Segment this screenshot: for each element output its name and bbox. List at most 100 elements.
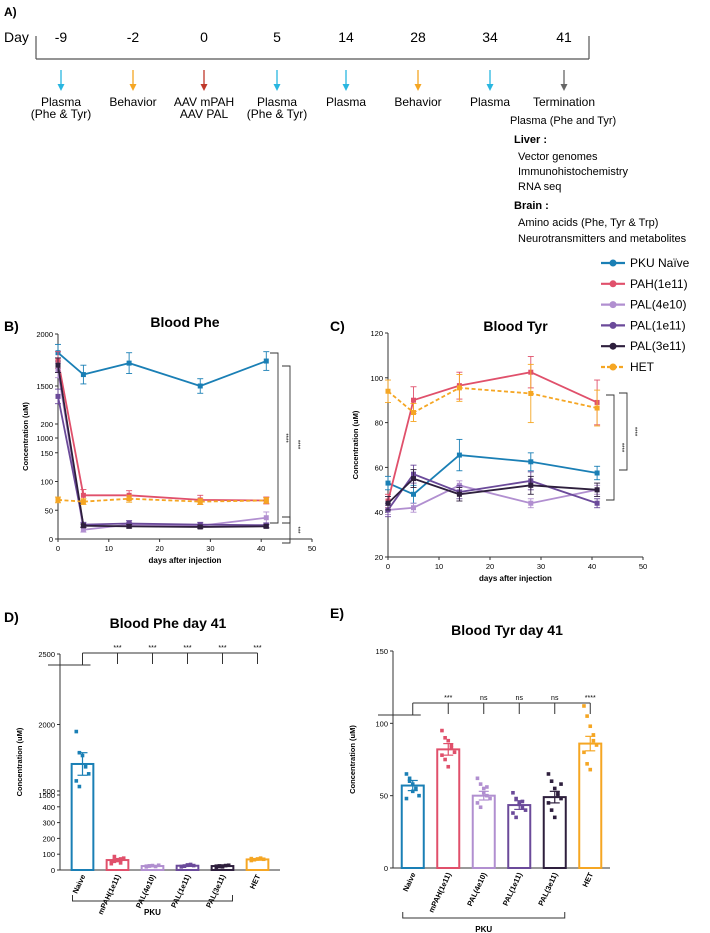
group-bracket [402,912,566,919]
chart-title: Blood Phe [150,314,219,330]
legend-label: HET [630,360,655,374]
bar [578,742,603,869]
bar-group [436,728,461,870]
data-point [559,782,563,786]
data-point [86,772,91,776]
y-tick-label: 50 [45,506,53,515]
series-naive [55,343,270,394]
category-label: Naive [401,871,418,893]
data-point [449,746,454,750]
category-label: HET [248,873,263,891]
y-tick-label: 100 [370,374,383,383]
series-line [57,370,267,531]
legend-marker [609,363,617,371]
data-point [197,383,203,389]
data-point [520,799,525,804]
y-tick-label: 100 [40,478,53,487]
data-point [440,728,444,733]
significance-label: ns [551,695,559,702]
legend-item: PAL(4e10) [601,298,686,312]
data-point [443,757,447,762]
data-point [523,808,528,812]
data-point [475,801,480,805]
data-point [520,805,525,810]
data-point [404,772,409,776]
data-point [414,786,418,791]
timeline-event-label: Behavior [394,95,441,109]
data-point [226,863,231,868]
data-point [446,764,451,769]
data-point [411,410,416,416]
data-point [446,738,451,743]
down-arrow-icon [342,84,350,91]
significance-label: *** [218,645,226,652]
legend-label: PAH(1e11) [630,277,688,291]
liver-item: RNA seq [518,181,561,193]
series-pal4e10 [55,362,270,533]
data-point [549,779,554,783]
panel-label: D) [4,609,19,625]
data-point [528,459,534,465]
data-point [478,782,483,786]
significance-label: *** [253,645,261,652]
significance-brackets: *** *** *** *** *** [48,645,262,666]
x-tick-label: 40 [588,562,596,571]
series-pal3e11 [55,357,270,530]
data-point [385,500,391,506]
y-tick-label: 0 [51,866,55,875]
timeline-day: 34 [482,29,498,45]
timeline-event: Plasma [326,70,366,109]
data-point [485,793,489,798]
significance-label: *** [148,645,156,652]
data-point [488,796,492,801]
data-point [411,505,416,511]
category-label: PAL(4e10) [134,873,158,910]
data-point [188,862,193,867]
series-pal4e10 [385,480,601,515]
category-label: PAL(1e11) [169,873,192,910]
x-tick-label: 20 [155,544,163,553]
data-point [559,796,563,801]
data-point [514,815,518,820]
legend-item: PKU Naïve [601,256,690,270]
y-tick-label: 1500 [36,382,53,391]
category-label: PAL(3e11) [204,873,227,910]
down-arrow-icon [200,84,208,91]
data-point [126,360,132,366]
category-label: PAL(1e11) [501,871,524,908]
data-point [582,704,586,708]
timeline-event-label: (Phe & Tyr) [31,107,91,121]
y-tick-label: 20 [375,553,383,562]
series-line [57,352,267,387]
significance-bracket: **** [606,394,624,501]
y-tick-label: 150 [375,647,388,656]
x-tick-label: 20 [486,562,494,571]
legend-label: PAL(3e11) [630,339,686,353]
x-axis-label: days after injection [479,574,552,583]
x-tick-label: 40 [257,544,265,553]
y-tick-label: 50 [380,792,388,801]
panel-label: B) [4,318,19,334]
data-point [528,500,534,506]
series-line [57,497,267,503]
data-point [126,520,132,526]
legend-marker [609,280,617,288]
data-point [485,785,489,789]
significance-label: **** [631,427,637,437]
down-arrow-icon [129,84,137,91]
timeline-event: Plasma(Phe & Tyr) [247,70,307,121]
panel-label: C) [330,318,345,334]
data-point [528,482,534,488]
y-tick-label: 2000 [38,721,55,730]
data-point [546,772,551,776]
y-tick-label: 1500 [38,791,55,800]
category-label: PAL(4e10) [465,871,489,908]
bar-group [175,862,200,872]
down-arrow-icon [560,84,568,91]
data-point [109,860,114,864]
data-point [74,729,79,734]
data-point [249,858,254,863]
bracket-line [270,352,279,524]
data-point [556,793,560,798]
